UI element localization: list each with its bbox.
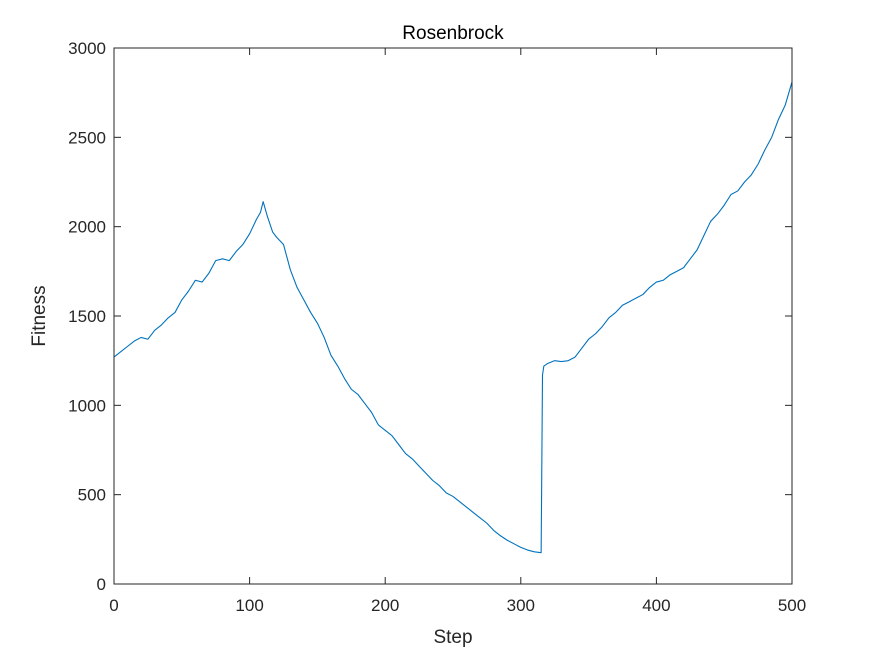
y-tick-label: 500	[78, 486, 106, 505]
y-tick-label: 3000	[68, 39, 106, 58]
y-axis-label: Fitness	[29, 285, 50, 346]
plot-frame	[113, 47, 793, 585]
x-tick-label: 0	[109, 596, 118, 615]
series-layer	[113, 81, 793, 554]
y-tick-label: 0	[97, 575, 106, 594]
y-axis: 0 500 1000 1500 2000 2500 3000	[68, 39, 792, 594]
y-tick-label: 1500	[68, 307, 106, 326]
x-tick-label: 400	[642, 596, 670, 615]
x-tick-label: 100	[235, 596, 263, 615]
y-tick-label: 1000	[68, 396, 106, 415]
plot-area	[114, 48, 792, 584]
y-tick-label: 2000	[68, 218, 106, 237]
x-axis: 0 100 200 300 400 500	[109, 48, 806, 615]
x-tick-label: 500	[778, 596, 806, 615]
x-tick-label: 300	[507, 596, 535, 615]
y-tick-label: 2500	[68, 128, 106, 147]
chart-title: Rosenbrock	[402, 23, 504, 44]
x-tick-label: 200	[371, 596, 399, 615]
series-line	[113, 81, 793, 554]
x-axis-label: Step	[433, 627, 472, 648]
